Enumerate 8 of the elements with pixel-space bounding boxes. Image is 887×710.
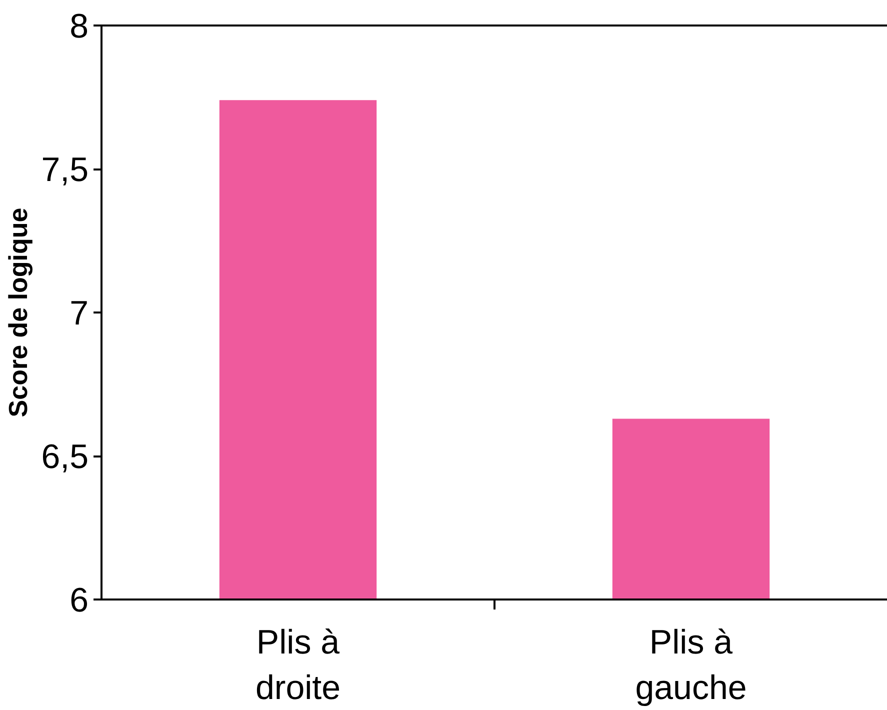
y-tick-label: 7: [70, 294, 89, 332]
y-tick-label: 7,5: [41, 151, 88, 189]
y-tick-label: 8: [70, 8, 89, 46]
y-tick-label: 6,5: [41, 438, 88, 476]
y-tick-label: 6: [70, 582, 89, 620]
x-tick-label: Plis à droite: [255, 624, 341, 708]
x-tick-label: Plis à gauche: [635, 624, 747, 708]
y-axis-title: Score de logique: [3, 208, 34, 418]
